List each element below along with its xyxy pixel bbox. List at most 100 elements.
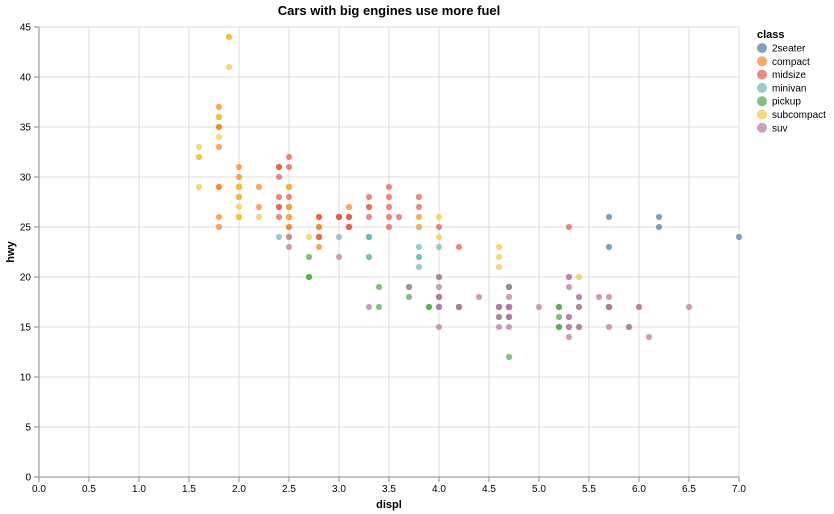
data-point-suv	[435, 293, 443, 301]
data-point-midsize	[315, 213, 323, 221]
y-tick-label: 15	[20, 323, 32, 334]
data-point-suv	[565, 283, 573, 291]
data-point-midsize	[395, 213, 403, 221]
data-point-midsize	[285, 163, 293, 171]
chart-title: Cars with big engines use more fuel	[278, 3, 501, 18]
data-point-compact	[215, 103, 223, 111]
y-tick-label: 35	[20, 123, 32, 134]
data-point-suv	[565, 323, 573, 331]
data-point-compact	[235, 163, 243, 171]
data-point-compact	[215, 223, 223, 231]
data-point-subcompact	[415, 223, 423, 231]
data-point-pickup	[555, 323, 563, 331]
data-point-subcompact	[285, 213, 293, 221]
data-point-minivan	[415, 243, 423, 251]
data-point-subcompact	[495, 253, 503, 261]
data-point-suv	[605, 303, 613, 311]
data-point-midsize	[275, 213, 283, 221]
data-point-midsize	[435, 223, 443, 231]
data-point-suv	[595, 293, 603, 301]
data-point-subcompact	[195, 143, 203, 151]
data-point-suv	[335, 253, 343, 261]
data-point-midsize	[345, 223, 353, 231]
data-point-suv	[495, 323, 503, 331]
data-point-midsize	[415, 193, 423, 201]
y-axis-title: hwy	[5, 240, 17, 262]
legend-label-pickup: pickup	[772, 97, 801, 108]
data-point-minivan	[435, 243, 443, 251]
tick-labels: 0.0 0.5 1.0 1.5 2.0 2.5 3.0 3.5 4.0 4.5 5.0 5.5 6.0 6…	[20, 23, 747, 496]
data-point-compact	[215, 143, 223, 151]
data-point-midsize	[365, 193, 373, 201]
data-point-suv	[475, 293, 483, 301]
data-point-subcompact	[235, 213, 243, 221]
y-tick-label: 45	[20, 23, 32, 34]
data-point-subcompact	[235, 183, 243, 191]
legend: class 2seater compact midsize minivan pickup…	[757, 29, 826, 134]
x-tick-label: 2.0	[232, 484, 246, 495]
data-point-compact	[235, 173, 243, 181]
data-point-suv	[505, 313, 513, 321]
data-point-2seater	[735, 233, 743, 241]
y-tick-label: 5	[25, 423, 31, 434]
data-point-suv	[635, 303, 643, 311]
data-point-suv	[565, 313, 573, 321]
data-point-suv	[435, 323, 443, 331]
data-point-subcompact	[225, 63, 233, 71]
axes	[34, 26, 740, 482]
y-tick-label: 0	[25, 473, 31, 484]
data-point-subcompact	[195, 183, 203, 191]
data-point-compact	[315, 223, 323, 231]
data-point-suv	[285, 243, 293, 251]
data-point-suv	[605, 323, 613, 331]
data-point-subcompact	[195, 153, 203, 161]
data-point-subcompact	[495, 263, 503, 271]
data-point-suv	[505, 283, 513, 291]
data-point-compact	[215, 213, 223, 221]
data-point-pickup	[505, 353, 513, 361]
data-point-midsize	[565, 223, 573, 231]
data-point-subcompact	[255, 213, 263, 221]
x-tick-label: 5.0	[532, 484, 546, 495]
data-point-midsize	[275, 193, 283, 201]
data-point-subcompact	[575, 273, 583, 281]
data-point-2seater	[605, 243, 613, 251]
data-point-pickup	[375, 303, 383, 311]
x-tick-label: 4.0	[432, 484, 446, 495]
data-point-suv	[495, 303, 503, 311]
data-point-subcompact	[235, 193, 243, 201]
legend-symbol-compact	[757, 56, 767, 67]
grid-lines	[38, 26, 740, 478]
x-tick-label: 6.5	[682, 484, 696, 495]
data-point-midsize	[315, 233, 323, 241]
data-point-subcompact	[415, 213, 423, 221]
data-point-suv	[285, 233, 293, 241]
data-point-subcompact	[215, 133, 223, 141]
data-point-suv	[685, 303, 693, 311]
data-point-minivan	[275, 233, 283, 241]
data-point-suv	[435, 303, 443, 311]
data-point-2seater	[655, 223, 663, 231]
y-tick-label: 30	[20, 173, 32, 184]
data-point-subcompact	[435, 233, 443, 241]
x-tick-label: 1.5	[182, 484, 196, 495]
data-point-suv	[605, 293, 613, 301]
data-point-midsize	[385, 203, 393, 211]
x-tick-label: 3.5	[382, 484, 396, 495]
data-point-midsize	[275, 173, 283, 181]
data-point-minivan	[365, 253, 373, 261]
x-tick-label: 6.0	[632, 484, 646, 495]
legend-symbol-suv	[757, 122, 767, 133]
data-point-suv	[575, 293, 583, 301]
data-point-midsize	[345, 213, 353, 221]
data-point-2seater	[605, 213, 613, 221]
data-point-compact	[315, 243, 323, 251]
data-point-minivan	[365, 233, 373, 241]
data-point-midsize	[385, 193, 393, 201]
data-point-midsize	[415, 203, 423, 211]
data-point-midsize	[285, 153, 293, 161]
legend-symbol-subcompact	[757, 109, 767, 120]
data-point-suv	[455, 303, 463, 311]
data-point-midsize	[385, 223, 393, 231]
data-point-midsize	[385, 213, 393, 221]
